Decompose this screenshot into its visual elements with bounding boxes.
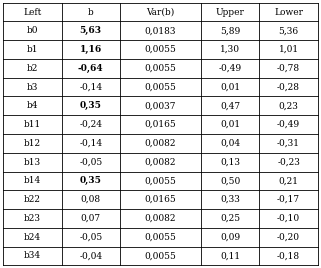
Text: 5,36: 5,36	[279, 26, 299, 35]
Text: Var(b): Var(b)	[146, 8, 175, 17]
Text: 0,13: 0,13	[220, 158, 240, 167]
Text: 0,47: 0,47	[220, 101, 240, 110]
Text: 0,04: 0,04	[220, 139, 240, 148]
Text: 0,50: 0,50	[220, 176, 240, 185]
Text: -0,49: -0,49	[277, 120, 300, 129]
Text: b24: b24	[24, 233, 41, 242]
Text: 0,25: 0,25	[220, 214, 240, 223]
Text: -0,14: -0,14	[79, 83, 102, 92]
Text: 0,08: 0,08	[81, 195, 101, 204]
Text: b13: b13	[24, 158, 41, 167]
Text: -0,78: -0,78	[277, 64, 300, 73]
Text: Lower: Lower	[274, 8, 303, 17]
Text: 0,01: 0,01	[220, 120, 240, 129]
Text: 5,89: 5,89	[220, 26, 240, 35]
Text: b22: b22	[24, 195, 41, 204]
Text: b2: b2	[27, 64, 38, 73]
Text: 1,30: 1,30	[220, 45, 240, 54]
Text: -0,64: -0,64	[78, 64, 104, 73]
Text: 0,07: 0,07	[81, 214, 101, 223]
Text: 0,0082: 0,0082	[145, 214, 176, 223]
Text: 0,0055: 0,0055	[144, 233, 177, 242]
Text: b23: b23	[24, 214, 41, 223]
Text: -0,28: -0,28	[277, 83, 300, 92]
Text: 0,35: 0,35	[80, 101, 102, 110]
Text: -0,14: -0,14	[79, 139, 102, 148]
Text: 1,16: 1,16	[80, 45, 102, 54]
Text: -0,05: -0,05	[79, 233, 102, 242]
Text: -0,49: -0,49	[219, 64, 242, 73]
Text: -0,17: -0,17	[277, 195, 300, 204]
Text: -0,31: -0,31	[277, 139, 300, 148]
Text: -0,18: -0,18	[277, 251, 300, 260]
Text: 5,63: 5,63	[80, 26, 102, 35]
Text: 0,09: 0,09	[220, 233, 240, 242]
Text: b12: b12	[24, 139, 41, 148]
Text: 0,35: 0,35	[80, 176, 102, 185]
Text: 0,0055: 0,0055	[144, 64, 177, 73]
Text: -0,05: -0,05	[79, 158, 102, 167]
Text: Upper: Upper	[216, 8, 245, 17]
Text: b: b	[88, 8, 94, 17]
Text: b0: b0	[27, 26, 38, 35]
Text: 0,0055: 0,0055	[144, 45, 177, 54]
Text: 0,01: 0,01	[220, 83, 240, 92]
Text: 0,21: 0,21	[279, 176, 299, 185]
Text: 0,11: 0,11	[220, 251, 240, 260]
Text: 0,0055: 0,0055	[144, 83, 177, 92]
Text: 0,0037: 0,0037	[145, 101, 176, 110]
Text: -0,04: -0,04	[79, 251, 102, 260]
Text: b34: b34	[24, 251, 41, 260]
Text: 0,23: 0,23	[279, 101, 299, 110]
Text: b14: b14	[24, 176, 41, 185]
Text: -0,10: -0,10	[277, 214, 300, 223]
Text: b11: b11	[24, 120, 41, 129]
Text: b4: b4	[27, 101, 38, 110]
Text: 0,0082: 0,0082	[145, 139, 176, 148]
Text: 0,0055: 0,0055	[144, 176, 177, 185]
Text: 0,0183: 0,0183	[145, 26, 176, 35]
Text: Left: Left	[23, 8, 42, 17]
Text: 0,0165: 0,0165	[145, 195, 176, 204]
Text: -0,20: -0,20	[277, 233, 300, 242]
Text: 0,0082: 0,0082	[145, 158, 176, 167]
Text: -0,24: -0,24	[79, 120, 102, 129]
Text: b1: b1	[27, 45, 38, 54]
Text: b3: b3	[27, 83, 38, 92]
Text: 0,0165: 0,0165	[145, 120, 176, 129]
Text: 1,01: 1,01	[279, 45, 299, 54]
Text: 0,0055: 0,0055	[144, 251, 177, 260]
Text: -0,23: -0,23	[277, 158, 300, 167]
Text: 0,33: 0,33	[220, 195, 240, 204]
